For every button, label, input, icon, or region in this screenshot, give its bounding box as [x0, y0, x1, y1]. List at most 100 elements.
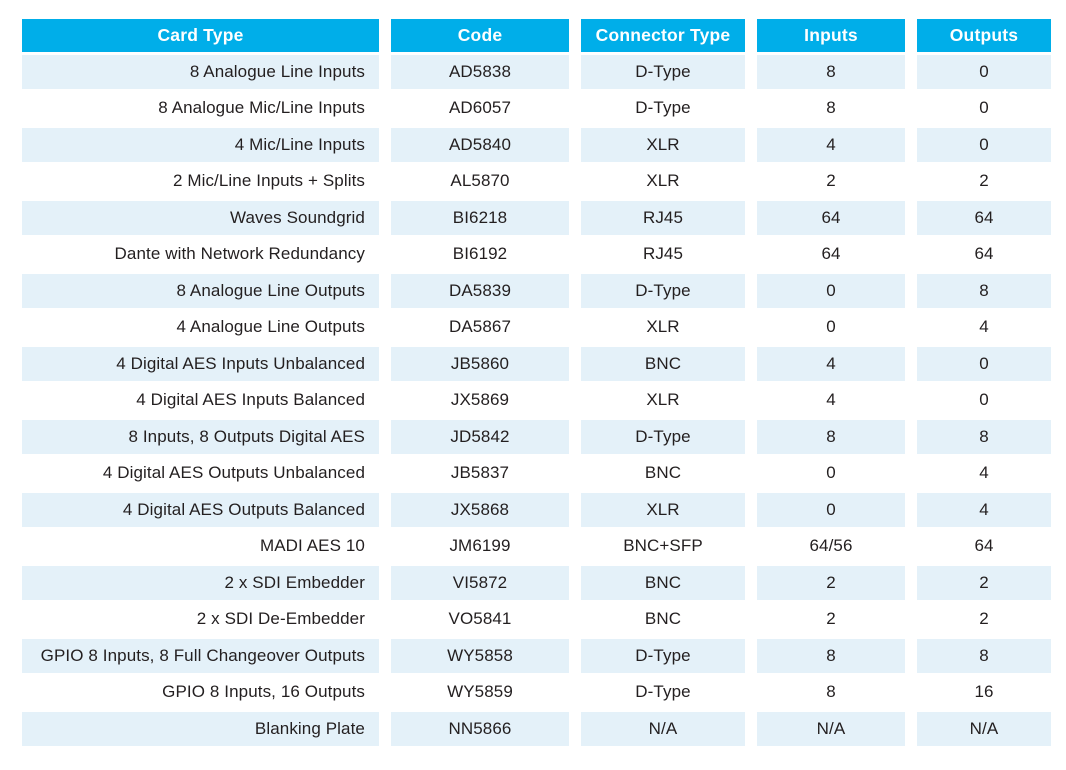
cell-connector-type: D-Type	[581, 675, 745, 709]
cell-inputs: 0	[757, 456, 905, 490]
table-row: 4 Digital AES Outputs Balanced JX5868 XLR 0…	[22, 493, 1051, 527]
cell-code: DA5867	[391, 310, 569, 344]
column-header-outputs: Outputs	[917, 19, 1051, 52]
cell-card-type: 8 Inputs, 8 Outputs Digital AES	[22, 420, 379, 454]
cell-inputs: 8	[757, 55, 905, 89]
table-row: 4 Digital AES Inputs Unbalanced JB5860 BNC…	[22, 347, 1051, 381]
cell-connector-type: N/A	[581, 712, 745, 746]
cell-inputs: 2	[757, 164, 905, 198]
cell-card-type: 4 Digital AES Inputs Unbalanced	[22, 347, 379, 381]
table-row: 2 x SDI De-Embedder VO5841 BNC 2 2	[22, 602, 1051, 636]
column-header-code: Code	[391, 19, 569, 52]
table-header: Card Type Code Connector Type Inputs Out…	[22, 19, 1051, 52]
cell-code: AD5840	[391, 128, 569, 162]
cell-connector-type: D-Type	[581, 55, 745, 89]
cell-code: WY5859	[391, 675, 569, 709]
cell-code: JX5869	[391, 383, 569, 417]
cell-code: WY5858	[391, 639, 569, 673]
cell-outputs: 2	[917, 566, 1051, 600]
table-row: 2 x SDI Embedder VI5872 BNC 2 2	[22, 566, 1051, 600]
cell-card-type: 4 Digital AES Outputs Balanced	[22, 493, 379, 527]
cell-inputs: N/A	[757, 712, 905, 746]
cell-code: AD5838	[391, 55, 569, 89]
cell-outputs: 8	[917, 639, 1051, 673]
cell-card-type: 2 x SDI Embedder	[22, 566, 379, 600]
table-row: Dante with Network Redundancy BI6192 RJ45 6…	[22, 237, 1051, 271]
cell-outputs: 8	[917, 274, 1051, 308]
cell-inputs: 64	[757, 201, 905, 235]
cell-card-type: MADI AES 10	[22, 529, 379, 563]
cell-outputs: 2	[917, 164, 1051, 198]
io-cards-table-container: Card Type Code Connector Type Inputs Out…	[10, 16, 1063, 749]
cell-connector-type: RJ45	[581, 237, 745, 271]
cell-connector-type: BNC	[581, 566, 745, 600]
cell-card-type: 2 Mic/Line Inputs + Splits	[22, 164, 379, 198]
cell-code: BI6218	[391, 201, 569, 235]
cell-inputs: 4	[757, 347, 905, 381]
table-row: Waves Soundgrid BI6218 RJ45 64 64	[22, 201, 1051, 235]
table-row: 4 Mic/Line Inputs AD5840 XLR 4 0	[22, 128, 1051, 162]
table-row: 4 Analogue Line Outputs DA5867 XLR 0 4	[22, 310, 1051, 344]
cell-code: JB5860	[391, 347, 569, 381]
table-row: GPIO 8 Inputs, 8 Full Changeover Outputs…	[22, 639, 1051, 673]
cell-connector-type: XLR	[581, 493, 745, 527]
cell-code: NN5866	[391, 712, 569, 746]
cell-outputs: 64	[917, 529, 1051, 563]
cell-inputs: 2	[757, 602, 905, 636]
cell-outputs: 4	[917, 493, 1051, 527]
cell-connector-type: D-Type	[581, 639, 745, 673]
cell-inputs: 4	[757, 128, 905, 162]
cell-card-type: 2 x SDI De-Embedder	[22, 602, 379, 636]
cell-connector-type: BNC	[581, 347, 745, 381]
cell-connector-type: XLR	[581, 164, 745, 198]
cell-code: BI6192	[391, 237, 569, 271]
table-row: 2 Mic/Line Inputs + Splits AL5870 XLR 2 2	[22, 164, 1051, 198]
cell-outputs: 64	[917, 201, 1051, 235]
cell-card-type: 4 Digital AES Inputs Balanced	[22, 383, 379, 417]
cell-connector-type: D-Type	[581, 91, 745, 125]
cell-card-type: 8 Analogue Mic/Line Inputs	[22, 91, 379, 125]
cell-code: JX5868	[391, 493, 569, 527]
cell-outputs: 2	[917, 602, 1051, 636]
cell-outputs: 0	[917, 383, 1051, 417]
cell-card-type: Blanking Plate	[22, 712, 379, 746]
table-row: GPIO 8 Inputs, 16 Outputs WY5859 D-Type 8 16	[22, 675, 1051, 709]
cell-connector-type: BNC+SFP	[581, 529, 745, 563]
cell-connector-type: XLR	[581, 128, 745, 162]
table-row: 8 Inputs, 8 Outputs Digital AES JD5842 D-T…	[22, 420, 1051, 454]
cell-card-type: 4 Analogue Line Outputs	[22, 310, 379, 344]
cell-outputs: 16	[917, 675, 1051, 709]
cell-card-type: Waves Soundgrid	[22, 201, 379, 235]
cell-connector-type: XLR	[581, 383, 745, 417]
cell-card-type: Dante with Network Redundancy	[22, 237, 379, 271]
column-header-card-type: Card Type	[22, 19, 379, 52]
table-row: 4 Digital AES Outputs Unbalanced JB5837 BN…	[22, 456, 1051, 490]
cell-inputs: 0	[757, 274, 905, 308]
cell-connector-type: BNC	[581, 602, 745, 636]
cell-code: DA5839	[391, 274, 569, 308]
cell-outputs: 4	[917, 310, 1051, 344]
cell-outputs: 0	[917, 91, 1051, 125]
cell-inputs: 8	[757, 91, 905, 125]
cell-inputs: 8	[757, 420, 905, 454]
io-cards-table: Card Type Code Connector Type Inputs Out…	[10, 16, 1063, 749]
table-row: Blanking Plate NN5866 N/A N/A N/A	[22, 712, 1051, 746]
cell-code: JM6199	[391, 529, 569, 563]
cell-outputs: 64	[917, 237, 1051, 271]
cell-inputs: 0	[757, 493, 905, 527]
table-row: 8 Analogue Line Outputs DA5839 D-Type 0 8	[22, 274, 1051, 308]
cell-code: VO5841	[391, 602, 569, 636]
cell-code: JB5837	[391, 456, 569, 490]
table-row: MADI AES 10 JM6199 BNC+SFP 64/56 64	[22, 529, 1051, 563]
cell-card-type: 8 Analogue Line Inputs	[22, 55, 379, 89]
table-row: 8 Analogue Mic/Line Inputs AD6057 D-Type 8 0	[22, 91, 1051, 125]
cell-outputs: N/A	[917, 712, 1051, 746]
cell-outputs: 0	[917, 128, 1051, 162]
cell-inputs: 8	[757, 639, 905, 673]
cell-outputs: 8	[917, 420, 1051, 454]
cell-inputs: 8	[757, 675, 905, 709]
cell-connector-type: XLR	[581, 310, 745, 344]
cell-inputs: 0	[757, 310, 905, 344]
table-row: 4 Digital AES Inputs Balanced JX5869 XLR 4 0	[22, 383, 1051, 417]
cell-connector-type: RJ45	[581, 201, 745, 235]
